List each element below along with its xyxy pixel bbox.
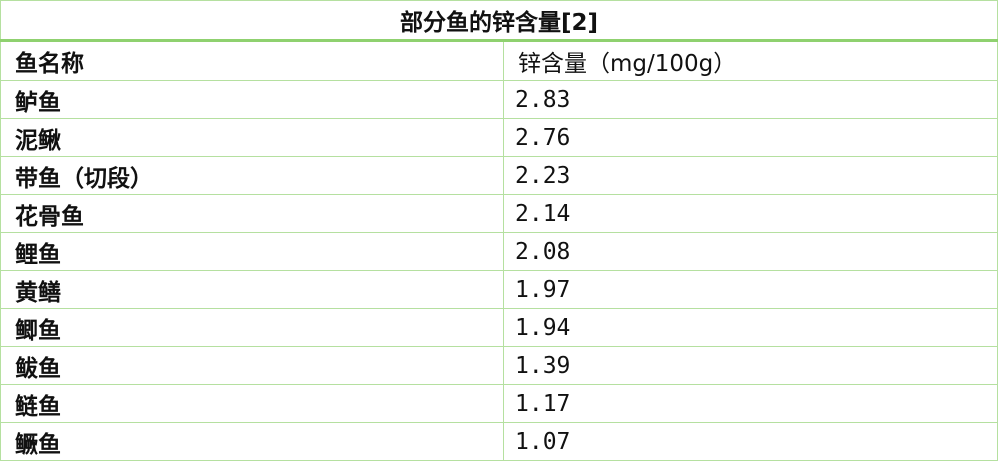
table-row: 鳜鱼 1.07 — [0, 422, 998, 461]
table-row: 花骨鱼 2.14 — [0, 194, 998, 233]
fish-name-cell: 鲢鱼 — [0, 384, 504, 423]
fish-name-cell: 泥鳅 — [0, 118, 504, 157]
fish-name-cell: 鲈鱼 — [0, 80, 504, 119]
fish-name-cell: 鲫鱼 — [0, 308, 504, 347]
table-row: 鲤鱼 2.08 — [0, 232, 998, 271]
zinc-value-cell: 1.97 — [503, 270, 998, 309]
table-row: 鲫鱼 1.94 — [0, 308, 998, 347]
table-title: 部分鱼的锌含量[2] — [0, 0, 998, 42]
fish-name-cell: 鲅鱼 — [0, 346, 504, 385]
table-row: 鲢鱼 1.17 — [0, 384, 998, 423]
title-row: 部分鱼的锌含量[2] — [0, 0, 998, 42]
zinc-value-cell: 1.39 — [503, 346, 998, 385]
fish-name-cell: 花骨鱼 — [0, 194, 504, 233]
table-row: 鲈鱼 2.83 — [0, 80, 998, 119]
zinc-value-cell: 2.76 — [503, 118, 998, 157]
header-zinc: 锌含量（mg/100g） — [503, 40, 998, 81]
zinc-value-cell: 2.14 — [503, 194, 998, 233]
table-row: 带鱼（切段） 2.23 — [0, 156, 998, 195]
fish-name-cell: 鲤鱼 — [0, 232, 504, 271]
table-row: 泥鳅 2.76 — [0, 118, 998, 157]
fish-name-cell: 鳜鱼 — [0, 422, 504, 461]
zinc-value-cell: 1.17 — [503, 384, 998, 423]
zinc-value-cell: 2.23 — [503, 156, 998, 195]
zinc-value-cell: 1.07 — [503, 422, 998, 461]
fish-name-cell: 带鱼（切段） — [0, 156, 504, 195]
zinc-value-cell: 1.94 — [503, 308, 998, 347]
table-row: 鲅鱼 1.39 — [0, 346, 998, 385]
zinc-value-cell: 2.83 — [503, 80, 998, 119]
header-row: 鱼名称 锌含量（mg/100g） — [0, 40, 998, 81]
zinc-value-cell: 2.08 — [503, 232, 998, 271]
header-fish-name: 鱼名称 — [0, 40, 504, 81]
table-row: 黄鳝 1.97 — [0, 270, 998, 309]
fish-name-cell: 黄鳝 — [0, 270, 504, 309]
